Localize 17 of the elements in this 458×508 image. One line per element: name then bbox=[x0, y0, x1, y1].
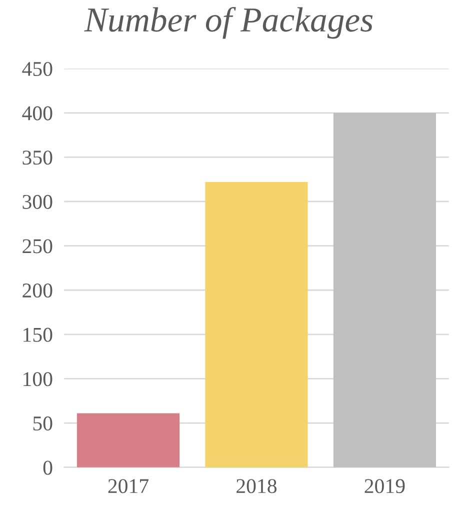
y-tick-label: 300 bbox=[22, 194, 52, 209]
x-tick-label: 2018 bbox=[236, 479, 277, 494]
bar bbox=[205, 182, 308, 468]
y-tick-label: 0 bbox=[43, 460, 52, 475]
y-tick-label: 200 bbox=[22, 284, 52, 298]
y-tick-label: 450 bbox=[22, 62, 52, 76]
y-tick-label: 350 bbox=[22, 150, 52, 165]
y-tick-label: 50 bbox=[33, 416, 52, 430]
y-tick-label: 100 bbox=[24, 372, 52, 386]
x-tick-label: 2017 bbox=[108, 479, 148, 494]
bar bbox=[333, 112, 436, 468]
bar bbox=[76, 413, 180, 468]
y-tick-label: 250 bbox=[22, 239, 52, 254]
y-tick-label: 150 bbox=[24, 328, 52, 342]
chart-title: Number of Packages bbox=[84, 6, 373, 39]
x-tick-label: 2019 bbox=[364, 479, 405, 494]
y-tick-label: 400 bbox=[22, 106, 52, 120]
